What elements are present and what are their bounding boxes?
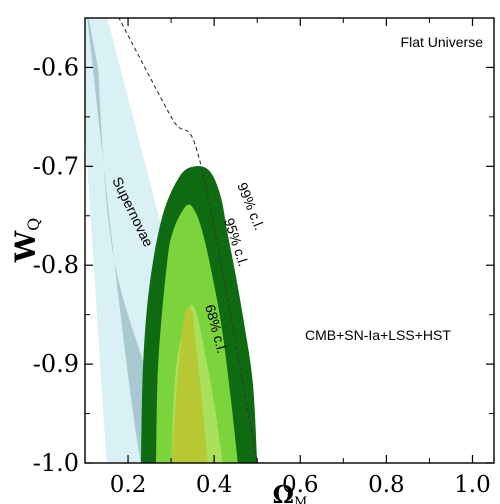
x-tick-label: 0.6 [282,472,319,498]
y-tick-label: -0.9 [33,350,79,378]
y-tick-label: -1.0 [33,449,79,477]
flat-universe-label: Flat Universe [401,34,484,50]
y-tick-label: -0.6 [33,53,79,81]
y-tick-label: -0.8 [33,251,79,279]
confidence-regions [85,18,258,463]
x-tick-label: 0.8 [368,472,405,498]
overlap-region [171,307,208,463]
plot-frame [84,17,495,464]
combined-datasets-label: CMB+SN-Ia+LSS+HST [305,327,451,343]
supernovae-inner-region [87,18,176,463]
x-tick-label: 0.4 [196,472,233,498]
y-tick-label: -0.7 [33,152,79,180]
x-tick-label: 0.2 [110,472,147,498]
x-tick-label: 1.0 [454,472,491,498]
annotations: Flat UniverseCMB+SN-Ia+LSS+HSTSupernovae… [109,34,483,355]
axis-ticks: 0.2 0.4 0.6 0.8 1.0 -1.0 -0.9 -0.8 -0.7 -0.6 [33,17,494,498]
